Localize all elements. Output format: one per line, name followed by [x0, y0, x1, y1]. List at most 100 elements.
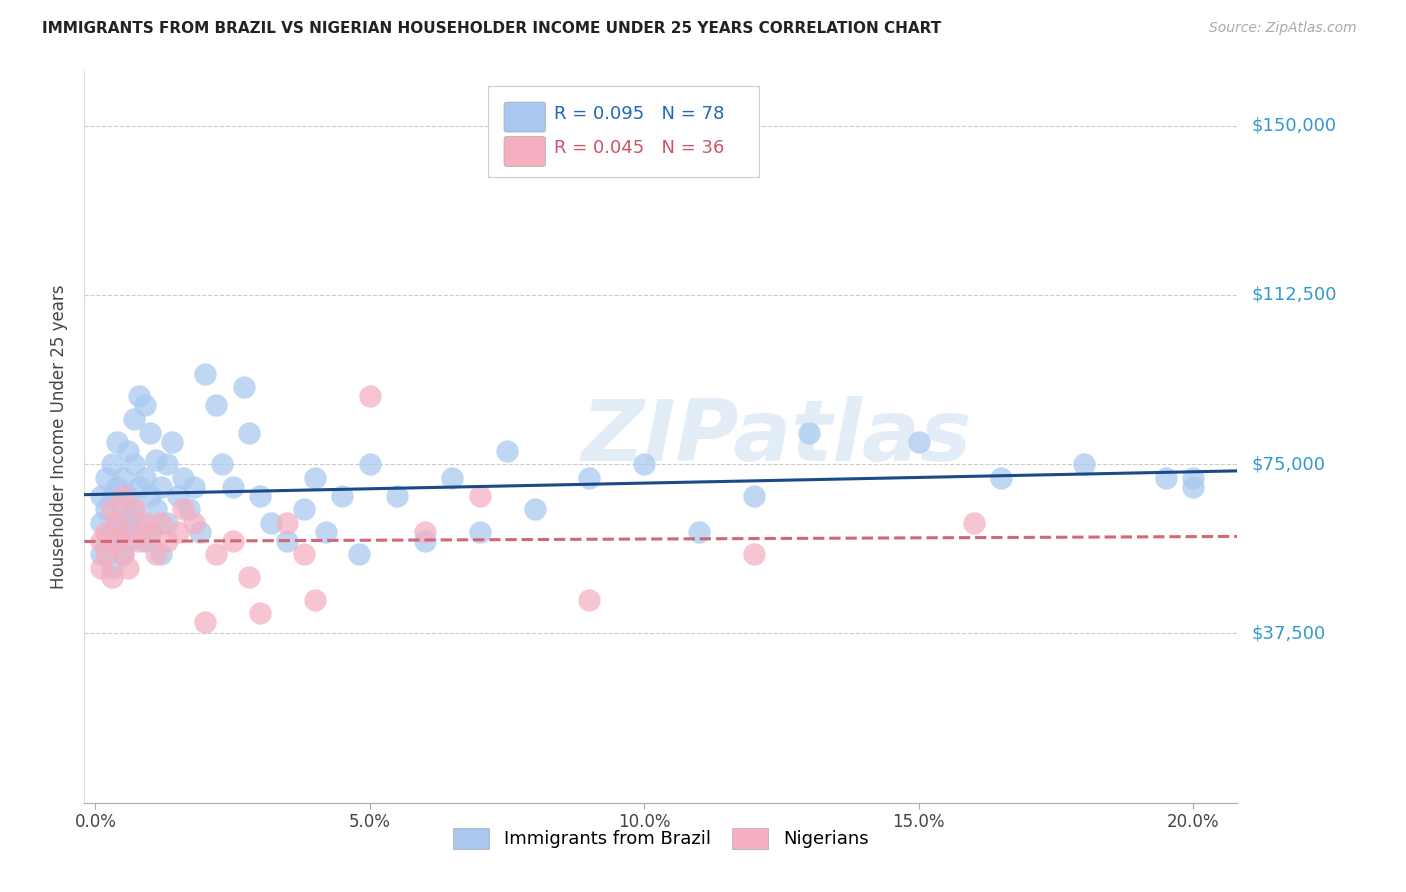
Point — [359, 389, 381, 403]
Point — [111, 471, 134, 485]
FancyBboxPatch shape — [488, 86, 759, 178]
Point — [315, 524, 337, 539]
Point — [134, 471, 156, 485]
Point — [183, 516, 205, 530]
Point — [523, 502, 546, 516]
Point — [194, 615, 217, 630]
Point — [105, 516, 128, 530]
Point — [122, 502, 145, 516]
Point — [304, 471, 326, 485]
Point — [441, 471, 464, 485]
Point — [128, 480, 150, 494]
Point — [90, 533, 112, 548]
Point — [105, 516, 128, 530]
Point — [908, 434, 931, 449]
Text: R = 0.095   N = 78: R = 0.095 N = 78 — [554, 104, 724, 123]
Point — [232, 380, 254, 394]
Point — [128, 516, 150, 530]
Point — [304, 592, 326, 607]
Point — [134, 516, 156, 530]
Point — [633, 457, 655, 471]
Text: Source: ZipAtlas.com: Source: ZipAtlas.com — [1209, 21, 1357, 36]
Point — [145, 452, 167, 467]
Point — [117, 443, 139, 458]
Point — [205, 399, 228, 413]
Point — [96, 502, 118, 516]
Point — [742, 548, 765, 562]
Point — [166, 524, 188, 539]
Point — [134, 399, 156, 413]
Point — [1182, 471, 1205, 485]
Point — [177, 502, 200, 516]
Point — [150, 480, 173, 494]
Point — [145, 502, 167, 516]
Point — [150, 516, 173, 530]
Point — [122, 502, 145, 516]
Text: $37,500: $37,500 — [1251, 624, 1326, 642]
Point — [90, 516, 112, 530]
Point — [90, 561, 112, 575]
Point — [211, 457, 233, 471]
FancyBboxPatch shape — [503, 102, 546, 132]
Point — [578, 471, 600, 485]
Point — [139, 489, 162, 503]
Point — [105, 480, 128, 494]
Point — [742, 489, 765, 503]
Text: $150,000: $150,000 — [1251, 117, 1336, 135]
Point — [1073, 457, 1095, 471]
Point — [101, 502, 124, 516]
Point — [101, 457, 124, 471]
Point — [117, 533, 139, 548]
Point — [139, 425, 162, 440]
Point — [194, 367, 217, 381]
Point — [96, 471, 118, 485]
Point — [128, 533, 150, 548]
Point — [292, 502, 315, 516]
Text: $112,500: $112,500 — [1251, 285, 1337, 304]
Text: ZIPatlas: ZIPatlas — [581, 395, 972, 479]
Text: IMMIGRANTS FROM BRAZIL VS NIGERIAN HOUSEHOLDER INCOME UNDER 25 YEARS CORRELATION: IMMIGRANTS FROM BRAZIL VS NIGERIAN HOUSE… — [42, 21, 942, 37]
Point — [292, 548, 315, 562]
Point — [139, 524, 162, 539]
Point — [117, 561, 139, 575]
Y-axis label: Householder Income Under 25 years: Householder Income Under 25 years — [51, 285, 69, 590]
Point — [150, 548, 173, 562]
Point — [117, 516, 139, 530]
Point — [145, 548, 167, 562]
Point — [122, 412, 145, 426]
Point — [238, 570, 260, 584]
Point — [183, 480, 205, 494]
Text: $75,000: $75,000 — [1251, 455, 1326, 473]
Point — [990, 471, 1012, 485]
Point — [413, 533, 436, 548]
Point — [101, 561, 124, 575]
Point — [260, 516, 283, 530]
Point — [347, 548, 370, 562]
Point — [578, 592, 600, 607]
Point — [797, 425, 820, 440]
Point — [117, 489, 139, 503]
Point — [249, 489, 271, 503]
Point — [96, 548, 118, 562]
Text: R = 0.045   N = 36: R = 0.045 N = 36 — [554, 139, 724, 157]
Point — [359, 457, 381, 471]
Legend: Immigrants from Brazil, Nigerians: Immigrants from Brazil, Nigerians — [446, 821, 876, 856]
Point — [128, 389, 150, 403]
FancyBboxPatch shape — [503, 136, 546, 167]
Point — [160, 434, 183, 449]
Point — [221, 533, 243, 548]
Point — [496, 443, 519, 458]
Point — [249, 606, 271, 620]
Point — [105, 533, 128, 548]
Point — [276, 533, 298, 548]
Point — [101, 570, 124, 584]
Point — [101, 524, 124, 539]
Point — [468, 524, 491, 539]
Point — [96, 533, 118, 548]
Point — [332, 489, 354, 503]
Point — [166, 489, 188, 503]
Point — [238, 425, 260, 440]
Point — [172, 471, 194, 485]
Point — [1182, 480, 1205, 494]
Point — [111, 524, 134, 539]
